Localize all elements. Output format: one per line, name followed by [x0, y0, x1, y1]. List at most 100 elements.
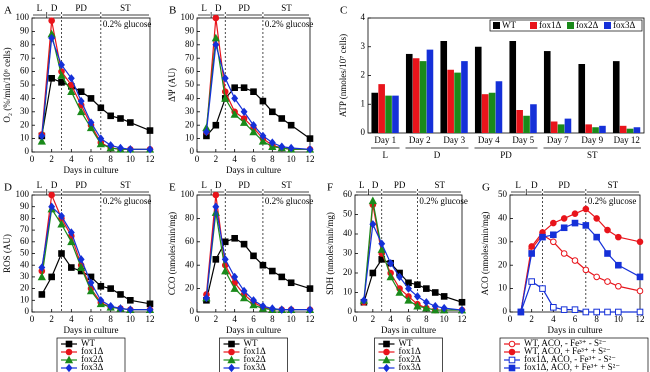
marker — [413, 301, 422, 310]
marker — [249, 300, 258, 309]
bar — [557, 124, 565, 133]
marker — [250, 88, 257, 96]
marker — [67, 237, 76, 246]
x-tick-label: 6 — [89, 314, 94, 324]
legend-label: fox3Δ — [244, 362, 266, 372]
marker — [87, 95, 95, 102]
marker — [38, 263, 46, 272]
x-tick-label: 10 — [614, 314, 624, 324]
marker — [231, 272, 239, 282]
phase-label: L — [201, 3, 207, 13]
marker — [77, 96, 85, 106]
marker — [38, 131, 46, 141]
marker — [249, 127, 258, 136]
x-tick-label: Day 2 — [409, 135, 431, 145]
bar — [392, 95, 399, 133]
legend-swatch — [530, 22, 537, 29]
x-tick-label: 4 — [388, 314, 393, 324]
marker — [146, 305, 154, 314]
y-tick-label: 40 — [20, 259, 30, 269]
y-axis-label: SDH (nmoles/min/mg) — [325, 212, 335, 295]
x-tick-label: Day 12 — [614, 135, 640, 145]
marker — [378, 239, 386, 248]
phase-label: L — [201, 180, 207, 190]
bar — [592, 127, 599, 133]
y-tick-label: 20 — [20, 119, 30, 129]
y-tick-label: 60 — [20, 236, 30, 246]
phase-label: PD — [394, 180, 406, 190]
y-tick-label: 2 — [361, 70, 366, 80]
y-tick-label: 50 — [20, 248, 30, 258]
legend-label: WT — [502, 20, 516, 30]
y-tick-label: 0 — [503, 306, 508, 316]
marker — [636, 308, 644, 316]
y-tick-label: 30 — [498, 236, 508, 246]
marker — [38, 291, 46, 298]
x-tick-label: 2 — [49, 154, 54, 164]
bar — [564, 118, 572, 133]
marker — [269, 267, 276, 275]
marker — [86, 123, 96, 132]
marker — [239, 118, 249, 126]
marker — [458, 298, 466, 306]
marker — [48, 33, 56, 43]
marker — [117, 143, 124, 153]
bar — [447, 69, 454, 133]
marker — [383, 363, 390, 372]
x-axis-label: Days in culture — [381, 325, 436, 335]
bar — [619, 125, 627, 133]
phase-label: PD — [238, 3, 250, 13]
y-tick-label: 70 — [20, 52, 30, 62]
marker — [615, 233, 622, 241]
marker — [77, 107, 86, 116]
x-tick-label: Day 4 — [478, 135, 500, 145]
x-tick-label: 4 — [232, 314, 237, 324]
x-tick-label: 2 — [214, 314, 219, 324]
legend-label: WT, ACO, - Fe³⁺ - S²⁻ — [524, 338, 607, 348]
marker — [77, 263, 86, 271]
marker — [65, 340, 73, 348]
marker — [550, 219, 557, 227]
marker — [550, 231, 557, 239]
bar — [419, 61, 427, 133]
x-axis-label: Days in culture — [64, 165, 119, 175]
marker — [58, 211, 65, 221]
series-line — [205, 206, 310, 311]
marker — [528, 243, 535, 250]
marker — [560, 215, 568, 222]
panel-letter: D — [4, 182, 12, 194]
marker — [117, 304, 124, 313]
marker — [67, 87, 76, 95]
x-tick-label: 0 — [30, 154, 35, 164]
x-tick-label: 6 — [251, 154, 256, 164]
marker — [239, 293, 249, 302]
marker — [604, 308, 611, 316]
legend-label: fox1Δ — [399, 346, 421, 356]
marker — [268, 138, 276, 147]
y-tick-label: 80 — [20, 212, 30, 222]
y-axis-label: CCO (nmoles/min/mg) — [167, 212, 177, 295]
marker — [37, 272, 46, 281]
marker — [387, 259, 395, 268]
marker — [423, 285, 430, 292]
legend-label: WT — [244, 338, 258, 348]
marker — [571, 306, 579, 313]
y-tick-label: 50 — [343, 209, 353, 219]
phase-label: L — [359, 180, 365, 190]
bar — [481, 94, 489, 133]
y-tick-label: 40 — [185, 92, 195, 102]
marker — [593, 308, 600, 316]
marker — [221, 238, 229, 246]
marker — [221, 74, 229, 83]
marker — [202, 293, 210, 303]
bar — [488, 92, 496, 133]
marker — [287, 279, 295, 287]
legend-label: WT, ACO, + Fe³⁺ + S²⁻ — [524, 346, 611, 356]
x-tick-label: 10 — [440, 314, 450, 324]
marker — [228, 348, 235, 356]
marker — [287, 121, 295, 129]
marker — [48, 17, 55, 24]
marker — [287, 305, 295, 314]
marker — [68, 264, 75, 271]
marker — [67, 74, 75, 83]
